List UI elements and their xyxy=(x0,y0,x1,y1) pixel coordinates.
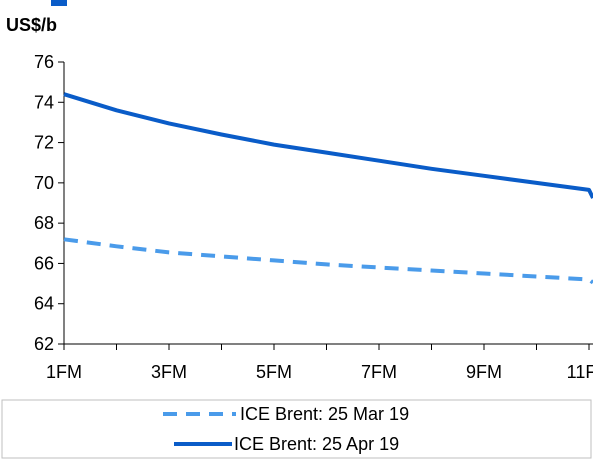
y-tick-label: 62 xyxy=(34,334,54,354)
series-line-apr xyxy=(63,92,593,199)
y-tick-label: 70 xyxy=(34,173,54,193)
y-tick-label: 74 xyxy=(34,92,54,112)
x-tick-label: 9FM xyxy=(466,362,502,382)
x-tick-label: 5FM xyxy=(256,362,292,382)
legend-label-mar: ICE Brent: 25 Mar 19 xyxy=(240,404,409,424)
y-axis: 62 64 66 68 70 72 74 76 xyxy=(34,52,65,354)
y-tick-label: 68 xyxy=(34,213,54,233)
x-tick-label: 11FM xyxy=(567,362,593,382)
legend-box xyxy=(1,399,592,459)
legend: ICE Brent: 25 Mar 19 ICE Brent: 25 Apr 1… xyxy=(1,399,592,459)
series-layer xyxy=(63,92,593,285)
y-tick-label: 66 xyxy=(34,253,54,273)
legend-label-apr: ICE Brent: 25 Apr 19 xyxy=(234,434,399,454)
y-tick-label: 72 xyxy=(34,133,54,153)
series-line-mar xyxy=(63,237,593,285)
y-tick-label: 64 xyxy=(34,294,54,314)
y-axis-unit-label: US$/b xyxy=(6,15,57,35)
x-axis: 1FM 3FM 5FM 7FM 9FM 11FM xyxy=(46,343,593,382)
x-tick-label: 7FM xyxy=(361,362,397,382)
x-tick-label: 3FM xyxy=(151,362,187,382)
x-tick-label: 1FM xyxy=(46,362,82,382)
header-accent-mark xyxy=(51,0,67,6)
y-tick-label: 76 xyxy=(34,52,54,72)
